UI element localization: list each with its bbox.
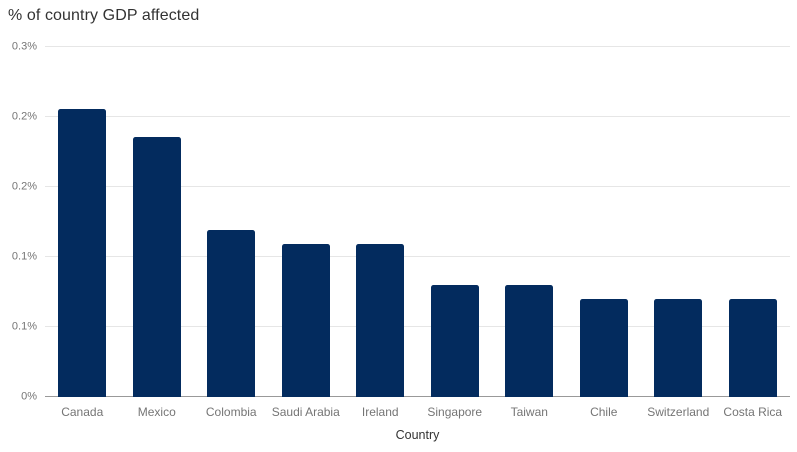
x-tick-label: Ireland bbox=[361, 405, 399, 419]
x-tick-label: Costa Rica bbox=[723, 405, 783, 419]
y-tick-label: 0.2% bbox=[11, 180, 37, 193]
y-gridline bbox=[45, 116, 790, 117]
y-tick-label: 0% bbox=[21, 390, 37, 403]
bar-saudi-arabia bbox=[281, 244, 330, 397]
x-tick-label: Mexico bbox=[137, 405, 176, 419]
y-gridline bbox=[45, 326, 790, 327]
chart-title: % of country GDP affected bbox=[8, 7, 200, 24]
bar-mexico bbox=[132, 136, 181, 397]
plot-area: Country 0% 0.1% 0.1% 0.2% 0.2% 0.3% Canada Mexi… bbox=[12, 41, 790, 441]
x-axis-title: Country bbox=[395, 428, 440, 442]
bar-costa-rica bbox=[728, 299, 777, 397]
y-gridline bbox=[45, 46, 790, 47]
x-tick-label: Chile bbox=[590, 405, 618, 419]
y-gridline bbox=[45, 186, 790, 187]
bar-switzerland bbox=[654, 299, 703, 397]
bar-singapore bbox=[430, 285, 479, 397]
x-tick-label: Canada bbox=[61, 405, 104, 419]
x-tick-label: Colombia bbox=[205, 405, 257, 419]
bar-ireland bbox=[356, 244, 405, 397]
x-tick-label: Taiwan bbox=[510, 405, 548, 419]
y-tick-label: 0.1% bbox=[11, 320, 37, 333]
x-tick-label: Switzerland bbox=[647, 405, 710, 419]
x-tick-label: Singapore bbox=[427, 405, 483, 419]
bar-chile bbox=[579, 299, 628, 397]
y-tick-label: 0.1% bbox=[11, 250, 37, 263]
x-axis-line bbox=[45, 396, 790, 397]
bar-taiwan bbox=[505, 285, 554, 397]
y-gridline bbox=[45, 256, 790, 257]
x-tick-label: Saudi Arabia bbox=[271, 405, 340, 419]
bar-canada bbox=[58, 108, 107, 397]
y-tick-label: 0.2% bbox=[11, 110, 37, 123]
bar-colombia bbox=[207, 230, 256, 397]
y-tick-label: 0.3% bbox=[11, 40, 37, 53]
